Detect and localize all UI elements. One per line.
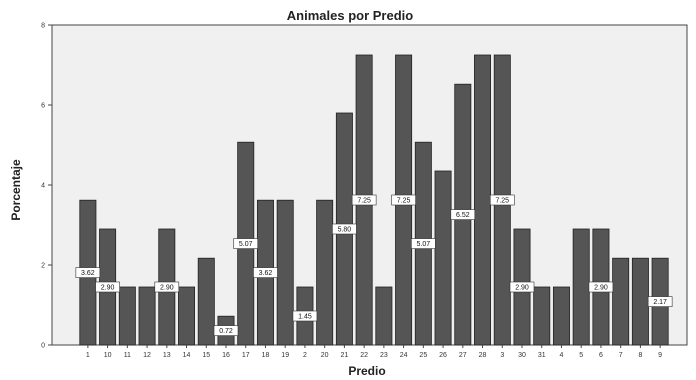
x-axis: 1 10 11 12 13 14 15 16 17 18 19 2 20 21 22 23 24 25 26 27 28… [86, 345, 662, 359]
y-axis-label: Porcentaje [9, 159, 23, 221]
y-axis: 0 2 4 6 8 [41, 23, 52, 350]
x-axis-label: Predio [348, 364, 385, 378]
x-tick-label: 27 [459, 352, 467, 359]
bar-7 [612, 257, 630, 346]
x-tick-label: 3 [500, 352, 504, 359]
y-tick-label: 0 [41, 343, 45, 350]
bar-8 [631, 257, 649, 346]
y-tick-label: 6 [41, 103, 45, 110]
data-label: 1.45 [298, 314, 312, 321]
x-tick-label: 7 [619, 352, 623, 359]
bar-15 [197, 257, 215, 346]
x-tick-label: 24 [400, 352, 408, 359]
bar-28 [474, 54, 492, 346]
data-label-box [391, 194, 416, 206]
bar-20 [316, 199, 334, 346]
data-label-box [253, 267, 278, 278]
x-tick-label: 12 [143, 352, 151, 359]
x-tick-label: 31 [538, 352, 546, 359]
y-tick-label: 8 [41, 23, 45, 30]
x-tick-label: 8 [638, 352, 642, 359]
data-label-box [411, 238, 436, 249]
data-label: 3.62 [259, 270, 273, 277]
data-label: 2.17 [653, 299, 667, 306]
x-tick-label: 9 [658, 352, 662, 359]
x-tick-label: 10 [104, 352, 112, 359]
x-tick-label: 2 [303, 352, 307, 359]
data-label: 5.07 [239, 241, 253, 248]
x-tick-label: 17 [242, 352, 250, 359]
x-tick-label: 26 [439, 352, 447, 359]
data-label-box [351, 194, 377, 206]
data-label: 7.25 [357, 198, 371, 205]
bar-26 [434, 170, 452, 346]
x-tick-label: 1 [86, 352, 90, 359]
bar-31 [533, 286, 551, 346]
x-tick-label: 11 [124, 352, 131, 359]
y-tick-label: 2 [41, 263, 45, 270]
bar-4 [552, 286, 570, 346]
bar-14 [178, 286, 196, 346]
x-tick-label: 15 [202, 352, 210, 359]
x-tick-label: 19 [281, 352, 289, 359]
data-label: 2.90 [101, 285, 115, 292]
data-label-box [450, 209, 476, 220]
bar-23 [375, 286, 393, 346]
data-label-box [647, 296, 673, 307]
data-label: 2.90 [515, 285, 529, 292]
data-label: 5.07 [417, 241, 431, 248]
data-label-box [292, 310, 318, 322]
x-tick-label: 20 [321, 352, 329, 359]
data-label: 0.72 [219, 328, 233, 335]
data-label-box [95, 281, 120, 293]
x-tick-label: 6 [599, 352, 603, 359]
x-tick-label: 25 [419, 352, 427, 359]
x-tick-label: 21 [341, 352, 349, 359]
data-label-box [233, 238, 259, 249]
data-label: 7.25 [495, 198, 509, 205]
x-tick-label: 4 [560, 352, 564, 359]
x-tick-label: 23 [380, 352, 388, 359]
x-tick-label: 16 [222, 352, 230, 359]
data-label-box [489, 194, 515, 206]
x-tick-label: 18 [262, 352, 270, 359]
data-label: 6.52 [456, 212, 470, 219]
x-tick-label: 22 [360, 352, 368, 359]
y-tick-label: 4 [41, 183, 45, 190]
data-label-box [213, 325, 239, 336]
data-label-box [588, 281, 614, 293]
chart-title: Animales por Predio [287, 8, 413, 23]
data-label-box [332, 223, 357, 235]
bar-5 [572, 228, 590, 346]
data-label: 5.80 [338, 227, 352, 234]
data-label-box [75, 267, 101, 278]
x-tick-label: 13 [163, 352, 171, 359]
data-labels: 3.62 2.90 2.90 0.72 5.07 3.62 1.45 5.80 7.25 7.25… [75, 194, 673, 336]
data-label-box [509, 281, 535, 293]
data-label: 7.25 [397, 198, 411, 205]
data-label: 3.62 [81, 270, 95, 277]
bar-19 [276, 199, 294, 346]
bar-12 [138, 286, 156, 346]
x-tick-label: 5 [579, 352, 583, 359]
bar-11 [118, 286, 136, 346]
data-label: 2.90 [594, 285, 608, 292]
x-tick-label: 28 [479, 352, 487, 359]
data-label-box [154, 281, 180, 293]
data-label: 2.90 [160, 285, 174, 292]
x-tick-label: 14 [183, 352, 191, 359]
x-tick-label: 30 [518, 352, 526, 359]
